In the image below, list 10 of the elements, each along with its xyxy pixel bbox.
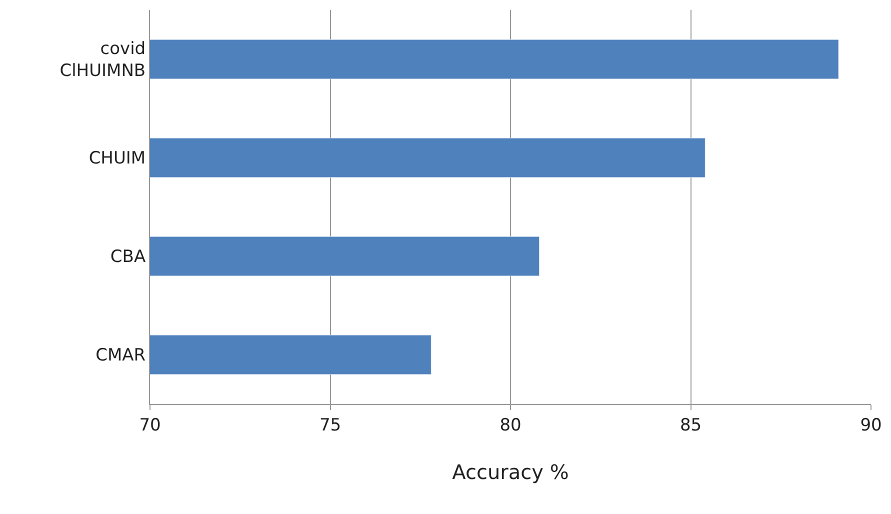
x-tick-label: 75 bbox=[319, 415, 342, 436]
x-axis-title: Accuracy % bbox=[452, 460, 569, 484]
y-tick-label: CHUIM bbox=[88, 148, 146, 169]
x-tick-label: 90 bbox=[860, 415, 882, 436]
y-tick-label: covid ClHUIMNB bbox=[60, 39, 146, 82]
y-tick-label: CMAR bbox=[96, 346, 146, 366]
y-tick-label: CBA bbox=[110, 247, 146, 268]
x-tick-label: 85 bbox=[680, 415, 702, 436]
x-tick-label: 70 bbox=[139, 415, 161, 436]
x-tick-label: 80 bbox=[500, 415, 522, 436]
